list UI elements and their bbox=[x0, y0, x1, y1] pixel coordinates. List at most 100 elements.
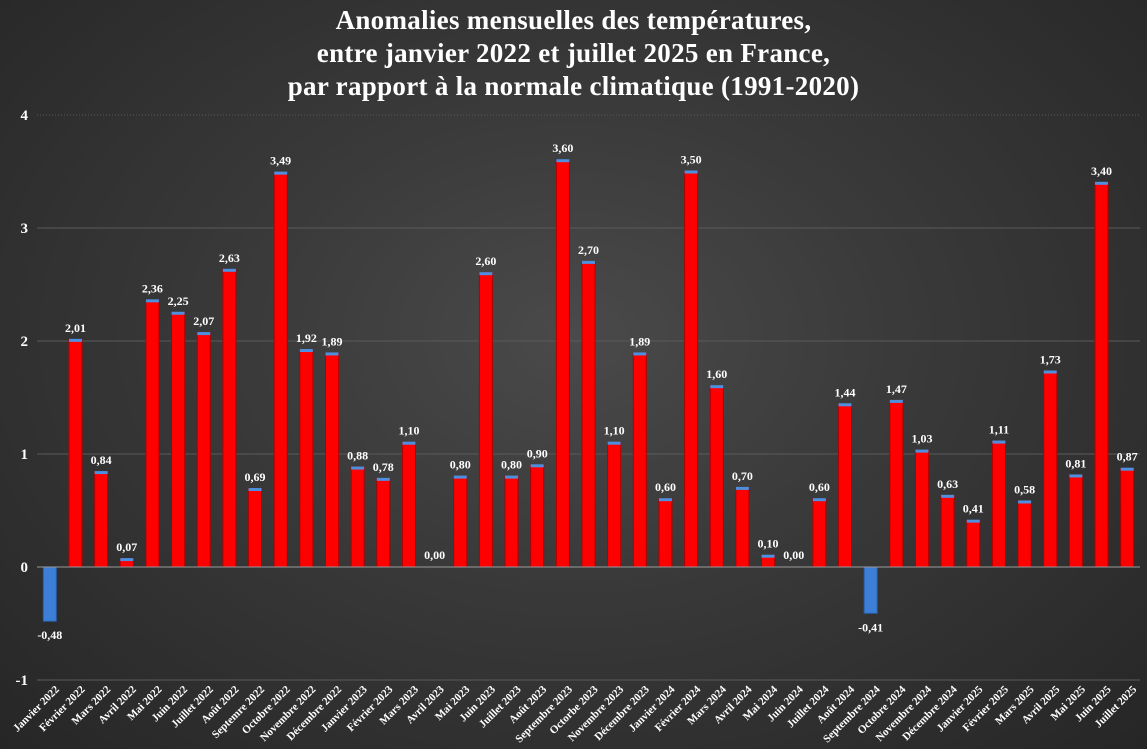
bar-cap bbox=[633, 352, 647, 356]
data-label: 0,41 bbox=[963, 502, 984, 516]
data-label: 2,60 bbox=[475, 254, 496, 268]
data-label: 1,47 bbox=[886, 382, 907, 396]
data-label: 3,60 bbox=[552, 141, 573, 155]
bar bbox=[222, 269, 237, 568]
bar bbox=[709, 385, 724, 568]
data-label: 2,36 bbox=[142, 281, 163, 295]
data-label: 0,80 bbox=[501, 458, 522, 472]
y-tick-label: 4 bbox=[21, 108, 29, 124]
bar bbox=[350, 467, 365, 568]
bar-cap bbox=[889, 399, 903, 403]
bar-cap bbox=[941, 494, 955, 498]
bar bbox=[324, 352, 339, 568]
bar bbox=[658, 498, 673, 568]
bar-cap bbox=[274, 171, 288, 175]
bar bbox=[1094, 182, 1109, 568]
bar-cap bbox=[607, 441, 621, 445]
data-label: 2,63 bbox=[219, 251, 240, 265]
y-tick-label: 2 bbox=[21, 334, 29, 350]
chart-title: Anomalies mensuelles des températures, e… bbox=[0, 4, 1147, 103]
y-tick-label: -1 bbox=[16, 673, 29, 689]
bar-cap bbox=[94, 471, 108, 475]
bar-cap bbox=[248, 488, 262, 492]
bar bbox=[196, 332, 211, 568]
bar-cap bbox=[838, 403, 852, 407]
bar bbox=[684, 171, 699, 568]
bar bbox=[838, 403, 853, 568]
bar-cap bbox=[68, 338, 82, 342]
data-label: 3,50 bbox=[681, 153, 702, 167]
bar bbox=[504, 476, 519, 568]
bar bbox=[299, 349, 314, 568]
bar bbox=[68, 339, 83, 568]
bar-cap bbox=[505, 475, 519, 479]
data-label: 0,78 bbox=[373, 460, 394, 474]
bar bbox=[735, 487, 750, 568]
bar-cap bbox=[376, 477, 390, 481]
bar-cap bbox=[710, 385, 724, 389]
data-label: 0,10 bbox=[758, 537, 779, 551]
bar-cap bbox=[1095, 181, 1109, 185]
data-label: 0,70 bbox=[732, 469, 753, 483]
bar bbox=[530, 464, 545, 568]
bar bbox=[966, 520, 981, 568]
data-label: 1,44 bbox=[835, 385, 856, 399]
bar bbox=[1043, 371, 1058, 568]
data-label: 0,81 bbox=[1065, 456, 1086, 470]
bar-cap bbox=[966, 519, 980, 523]
data-label: 0,60 bbox=[809, 480, 830, 494]
bar-cap bbox=[197, 332, 211, 336]
bar bbox=[453, 476, 468, 568]
data-label: 2,25 bbox=[168, 294, 189, 308]
data-label: 1,89 bbox=[629, 334, 650, 348]
chart-title-line: par rapport à la normale climatique (199… bbox=[287, 71, 860, 101]
data-label: 2,70 bbox=[578, 243, 599, 257]
bar bbox=[248, 488, 263, 568]
bar-cap bbox=[530, 464, 544, 468]
data-label: 0,80 bbox=[450, 458, 471, 472]
data-label: 0,60 bbox=[655, 480, 676, 494]
bar-cap bbox=[992, 440, 1006, 444]
bar-cap bbox=[1120, 467, 1134, 471]
data-label: 0,07 bbox=[116, 540, 137, 554]
bar-cap bbox=[1043, 370, 1057, 374]
data-label: 2,07 bbox=[193, 314, 214, 328]
y-tick-label: 3 bbox=[21, 221, 29, 237]
bar bbox=[478, 272, 493, 568]
bar bbox=[914, 450, 929, 568]
bar-cap bbox=[479, 272, 493, 276]
bar bbox=[1120, 468, 1135, 568]
bar-cap bbox=[120, 558, 134, 562]
data-label: 1,11 bbox=[989, 423, 1009, 437]
bar-cap bbox=[684, 170, 698, 174]
bar bbox=[940, 495, 955, 568]
data-label: 2,01 bbox=[65, 321, 86, 335]
data-label: 1,89 bbox=[321, 334, 342, 348]
data-label: 1,10 bbox=[398, 424, 419, 438]
data-label: 1,60 bbox=[706, 367, 727, 381]
data-label: 0,69 bbox=[245, 470, 266, 484]
data-label: 1,10 bbox=[604, 424, 625, 438]
bar bbox=[94, 471, 109, 568]
bar bbox=[1017, 500, 1032, 568]
bar bbox=[812, 498, 827, 568]
bar bbox=[1068, 474, 1083, 568]
bar-cap bbox=[735, 486, 749, 490]
bar-cap bbox=[556, 159, 570, 163]
bar-cap bbox=[222, 268, 236, 272]
bar bbox=[581, 261, 596, 568]
data-label: 0,90 bbox=[527, 446, 548, 460]
bar bbox=[171, 312, 186, 568]
data-label: 3,40 bbox=[1091, 164, 1112, 178]
data-label: 1,92 bbox=[296, 331, 317, 345]
data-label: -0,48 bbox=[37, 628, 62, 642]
bar bbox=[991, 441, 1006, 568]
bar-cap bbox=[812, 498, 826, 502]
bar-cap bbox=[1018, 500, 1032, 504]
bar bbox=[555, 159, 570, 568]
bar-cap bbox=[325, 352, 339, 356]
bar bbox=[401, 442, 416, 568]
data-label: 0,00 bbox=[424, 548, 445, 562]
